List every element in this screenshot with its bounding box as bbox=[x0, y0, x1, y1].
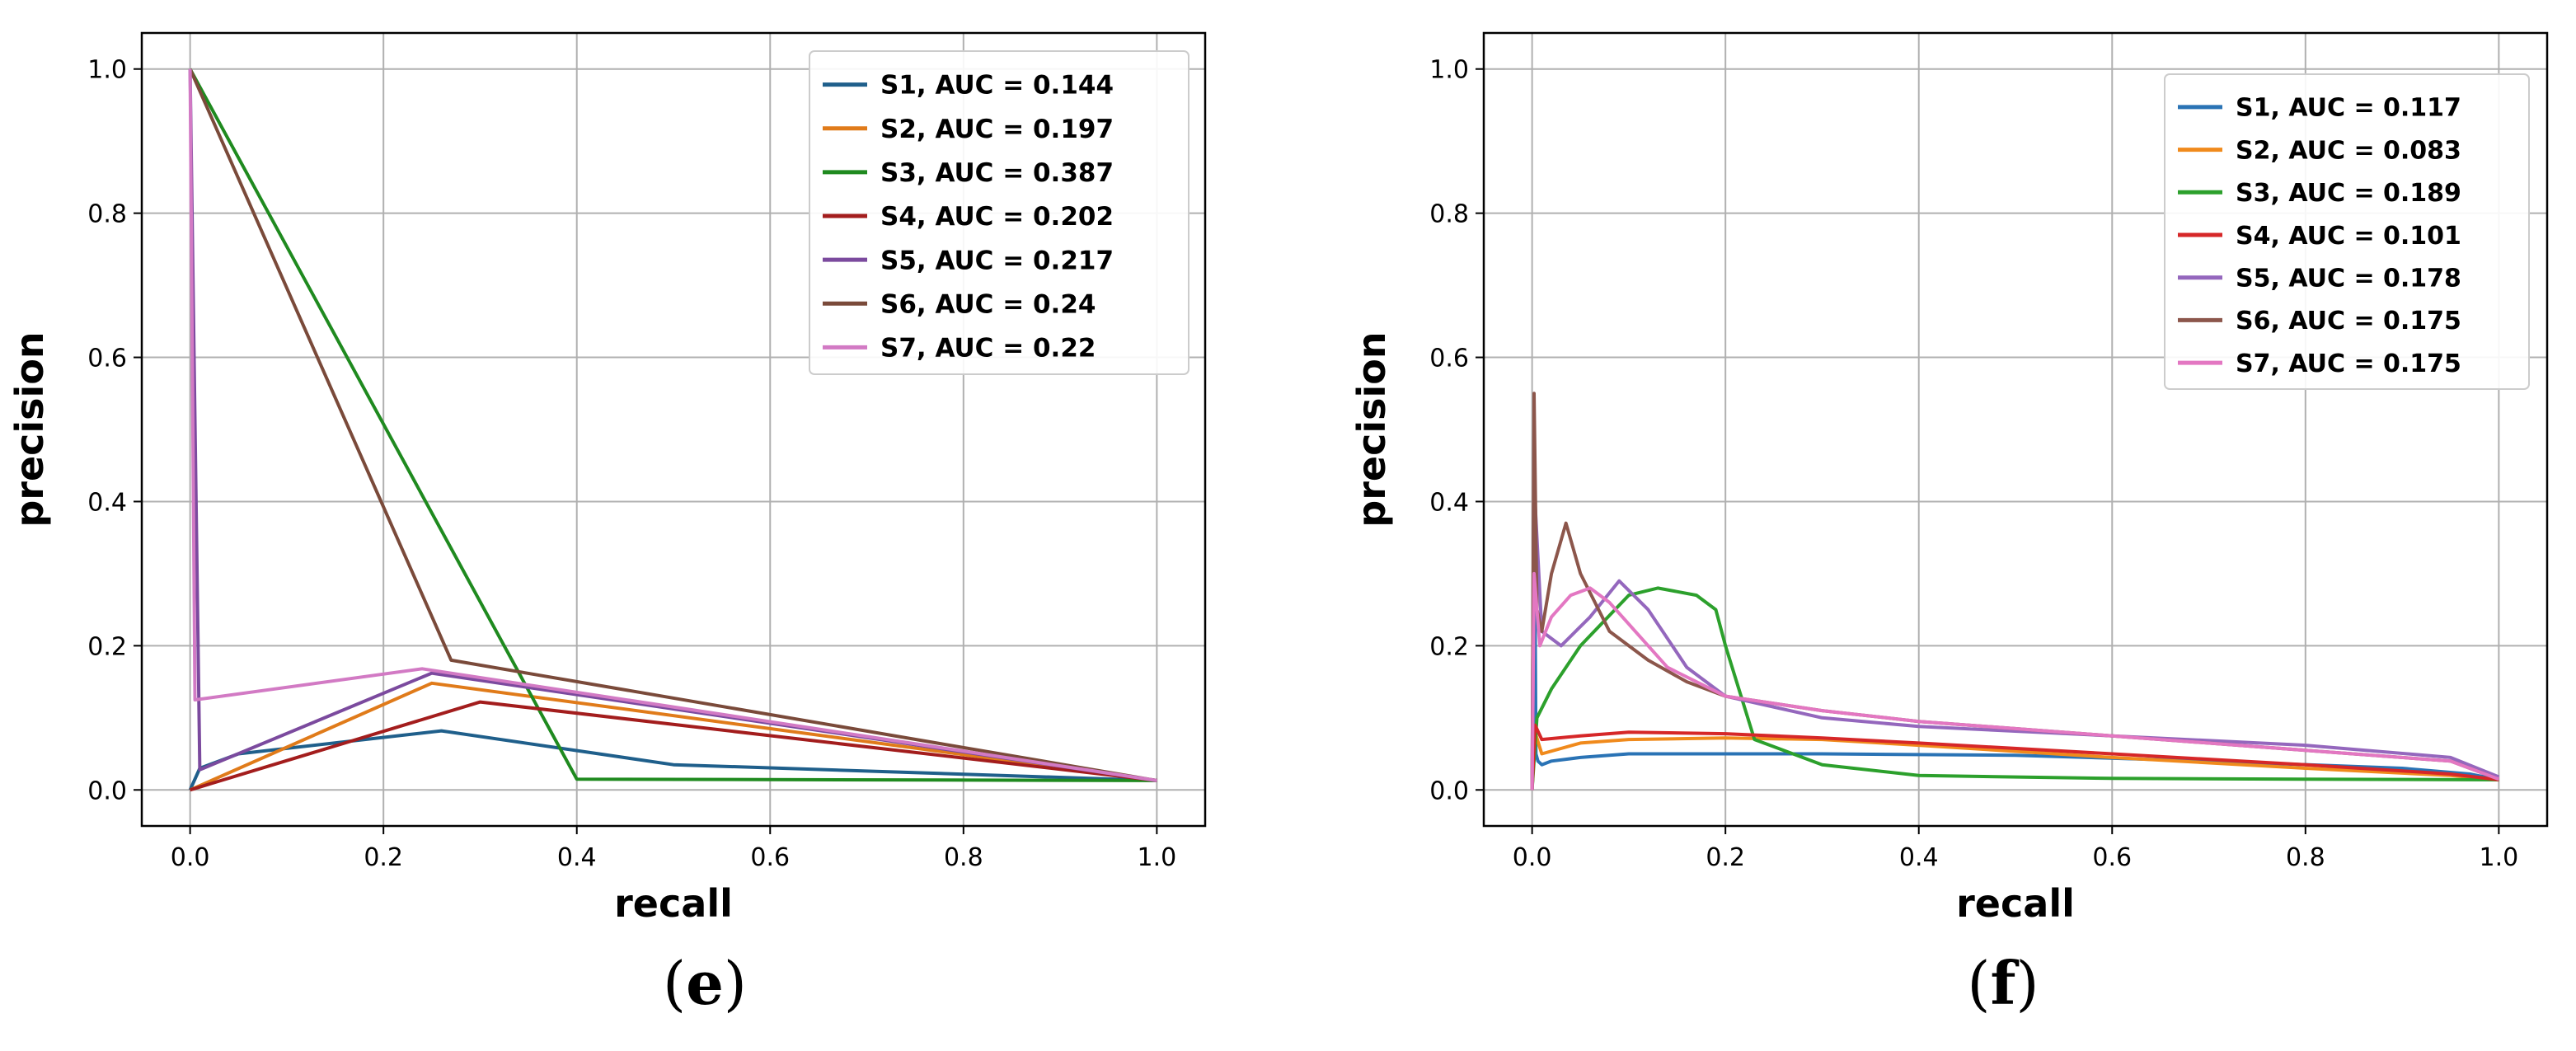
legend-label-5: S5, AUC = 0.178 bbox=[2236, 265, 2461, 293]
y-tick-label: 0.8 bbox=[1429, 200, 1469, 229]
caption-letter-e: e bbox=[686, 948, 724, 1018]
legend-label-2: S2, AUC = 0.197 bbox=[880, 115, 1114, 144]
x-tick-label: 1.0 bbox=[1138, 843, 1177, 872]
legend-label-1: S1, AUC = 0.144 bbox=[880, 71, 1114, 101]
caption-letter-f: f bbox=[1990, 948, 2016, 1018]
x-tick-label: 0.6 bbox=[750, 843, 790, 872]
legend-label-2: S2, AUC = 0.083 bbox=[2236, 136, 2461, 165]
y-axis-label: precision bbox=[1349, 331, 1394, 527]
series-line-2 bbox=[1530, 730, 2499, 791]
legend-label-4: S4, AUC = 0.202 bbox=[880, 202, 1114, 232]
y-tick-label: 0.2 bbox=[87, 632, 127, 661]
series-line-2 bbox=[189, 681, 1157, 792]
panel-caption-f: (f) bbox=[1967, 948, 2039, 1018]
series-line-7 bbox=[188, 68, 1157, 782]
series-line-6 bbox=[188, 68, 1157, 782]
plot-frame bbox=[140, 31, 1207, 828]
legend-label-7: S7, AUC = 0.175 bbox=[2236, 350, 2461, 378]
series-line-1 bbox=[188, 729, 1157, 791]
legend-label-6: S6, AUC = 0.24 bbox=[880, 289, 1096, 319]
series-line-7 bbox=[1530, 571, 2500, 791]
legend-box bbox=[2164, 73, 2530, 390]
x-axis-label: recall bbox=[1956, 881, 2075, 926]
chart-panel-f: 0.0 0.2 0.4 0.6 0.8 1.0 0.0 0.2 0.4 0.6 0.8 1.0 reca… bbox=[1349, 31, 2549, 926]
legend-label-1: S1, AUC = 0.117 bbox=[2236, 94, 2461, 123]
chart-panel-e: 0.0 0.2 0.4 0.6 0.8 1.0 0.0 0.2 0.4 0.6 0.8 1.0 reca… bbox=[7, 31, 1207, 926]
x-tick-label: 0.2 bbox=[1706, 843, 1745, 872]
x-tick-label: 0.6 bbox=[2092, 843, 2132, 872]
series-line-3 bbox=[1530, 586, 2499, 791]
x-tick-label: 0.0 bbox=[171, 843, 210, 872]
x-tick-label: 0.4 bbox=[557, 843, 597, 872]
y-tick-label: 0.0 bbox=[87, 777, 127, 805]
y-tick-label: 0.6 bbox=[87, 345, 127, 373]
series-line-1 bbox=[1530, 428, 2499, 791]
series-line-5 bbox=[1530, 500, 2500, 791]
x-tick-label: 1.0 bbox=[2480, 843, 2519, 872]
legend-label-5: S5, AUC = 0.217 bbox=[880, 246, 1114, 275]
series-line-4 bbox=[1530, 723, 2499, 791]
plot-frame bbox=[1482, 31, 2549, 828]
legend-label-3: S3, AUC = 0.189 bbox=[2236, 179, 2461, 208]
series-line-4 bbox=[190, 700, 1157, 792]
x-tick-label: 0.8 bbox=[2286, 843, 2325, 872]
x-tick-label: 0.4 bbox=[1899, 843, 1939, 872]
series-line-3 bbox=[188, 68, 1157, 782]
x-axis-label: recall bbox=[614, 881, 733, 926]
legend-box bbox=[809, 50, 1189, 375]
legend-label-4: S4, AUC = 0.101 bbox=[2236, 222, 2461, 251]
x-tick-label: 0.0 bbox=[1513, 843, 1552, 872]
x-tick-label: 0.8 bbox=[944, 843, 983, 872]
y-tick-label: 0.6 bbox=[1429, 345, 1469, 373]
y-tick-label: 0.0 bbox=[1429, 777, 1469, 805]
y-axis-label: precision bbox=[7, 331, 52, 527]
y-tick-label: 0.8 bbox=[87, 200, 127, 229]
y-tick-label: 1.0 bbox=[1429, 56, 1469, 85]
legend-label-6: S6, AUC = 0.175 bbox=[2236, 307, 2461, 335]
y-tick-label: 1.0 bbox=[87, 56, 127, 85]
panel-caption-e: (e) bbox=[663, 948, 747, 1018]
y-tick-label: 0.2 bbox=[1429, 632, 1469, 661]
y-tick-label: 0.4 bbox=[1429, 488, 1469, 517]
y-tick-label: 0.4 bbox=[87, 488, 127, 517]
x-tick-label: 0.2 bbox=[364, 843, 403, 872]
legend-label-3: S3, AUC = 0.387 bbox=[880, 158, 1114, 188]
legend-label-7: S7, AUC = 0.22 bbox=[880, 334, 1096, 364]
